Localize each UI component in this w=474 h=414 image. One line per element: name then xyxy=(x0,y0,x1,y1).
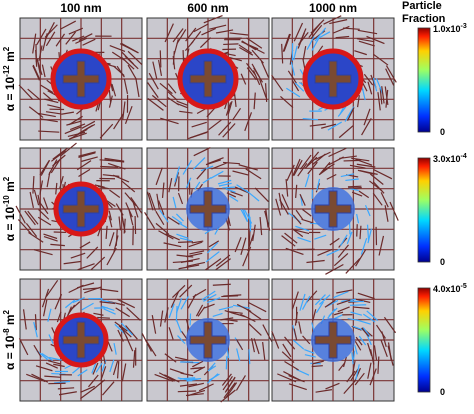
sim-panel xyxy=(272,16,397,140)
colorbar-title: Particle xyxy=(402,0,442,12)
streak xyxy=(350,305,366,306)
colorbar xyxy=(418,288,430,392)
streak xyxy=(348,186,361,187)
colorbar-max-mantissa: 4.0x10 xyxy=(433,284,461,294)
streak xyxy=(249,349,250,364)
colorbar-max: 3.0x10-4 xyxy=(433,153,467,164)
colorbar-max: 4.0x10-5 xyxy=(433,283,467,294)
row-label-base: α = 10 xyxy=(3,335,17,370)
row-label: α = 10-10 m2 xyxy=(2,176,17,241)
column-header: 600 nm xyxy=(187,1,228,15)
streak xyxy=(160,50,161,67)
column-header: 100 nm xyxy=(60,1,101,15)
streak xyxy=(348,188,361,189)
sim-panel xyxy=(272,148,398,274)
colorbar-max-mantissa: 1.0x10 xyxy=(433,24,461,34)
streak xyxy=(221,296,238,297)
row-label-exp: -12 xyxy=(2,65,11,77)
sim-panel xyxy=(147,16,269,140)
colorbar-min: 0 xyxy=(440,127,445,137)
streak xyxy=(100,167,118,168)
sim-panel xyxy=(19,279,142,401)
streak xyxy=(357,224,358,236)
row-label-unit-exp: 2 xyxy=(2,309,11,314)
colorbar-max-exp: -5 xyxy=(461,283,467,290)
sim-panel xyxy=(142,279,272,402)
row-label-unit-exp: 2 xyxy=(2,176,11,181)
row-label-exp: -10 xyxy=(2,195,11,207)
sim-panel xyxy=(145,148,270,270)
streak xyxy=(250,217,251,232)
colorbar-min: 0 xyxy=(440,257,445,267)
streak xyxy=(51,374,65,375)
streak xyxy=(344,160,361,161)
sim-panel xyxy=(19,18,142,140)
sim-panel xyxy=(16,143,142,270)
colorbar xyxy=(418,28,430,132)
row-label: α = 10-12 m2 xyxy=(2,46,17,111)
streak xyxy=(97,318,110,319)
streak xyxy=(178,242,193,243)
row-label-unit: m xyxy=(3,181,17,195)
row-label-unit-exp: 2 xyxy=(2,46,11,51)
row-label-base: α = 10 xyxy=(3,206,17,241)
colorbar-max-exp: -3 xyxy=(461,23,467,30)
column-header: 1000 nm xyxy=(309,1,357,15)
row-label-base: α = 10 xyxy=(3,76,17,111)
row-label-unit: m xyxy=(3,51,17,65)
row-label: α = 10-8 m2 xyxy=(2,309,17,370)
colorbar-min: 0 xyxy=(440,387,445,397)
colorbar-max-exp: -4 xyxy=(461,153,467,160)
streak xyxy=(223,44,238,45)
streak xyxy=(312,366,323,367)
streak xyxy=(176,306,177,321)
row-label-unit: m xyxy=(3,314,17,328)
colorbar-max: 1.0x10-3 xyxy=(433,23,467,34)
colorbar-max-mantissa: 3.0x10 xyxy=(433,154,461,164)
colorbar xyxy=(418,158,430,262)
streak xyxy=(178,391,196,392)
sim-panel xyxy=(272,279,396,401)
